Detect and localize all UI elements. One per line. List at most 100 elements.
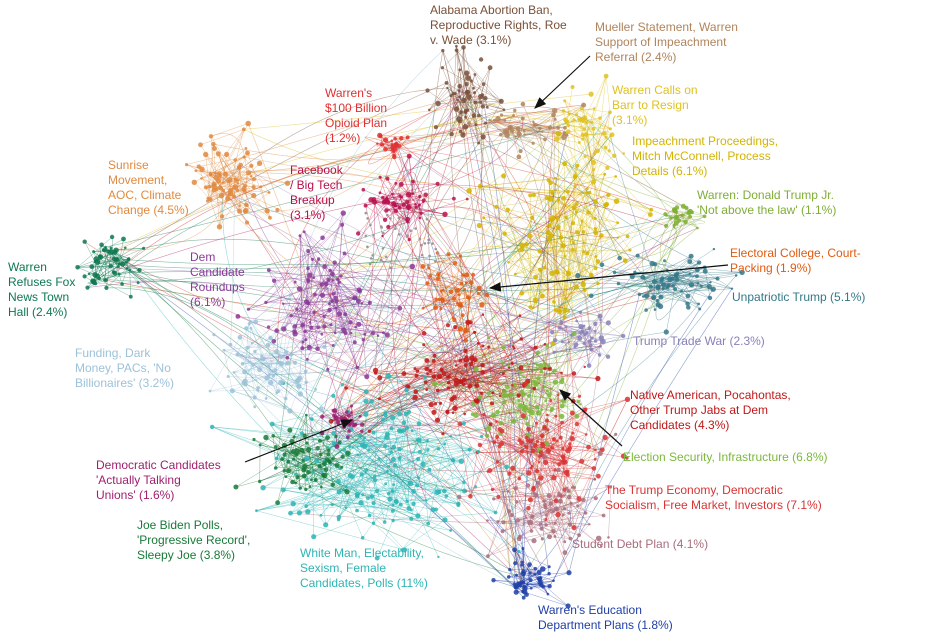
node bbox=[414, 373, 419, 378]
node bbox=[542, 424, 547, 429]
node bbox=[512, 114, 515, 117]
node bbox=[565, 189, 570, 194]
edge bbox=[278, 50, 444, 363]
node bbox=[251, 363, 255, 367]
node bbox=[124, 260, 128, 264]
node bbox=[620, 453, 627, 459]
node bbox=[574, 421, 580, 427]
node bbox=[448, 289, 454, 295]
node bbox=[499, 113, 504, 117]
node bbox=[492, 440, 497, 445]
node bbox=[574, 113, 579, 117]
node bbox=[323, 522, 329, 528]
node bbox=[542, 499, 546, 503]
arrow bbox=[244, 419, 354, 463]
edge bbox=[435, 92, 468, 128]
node bbox=[555, 224, 561, 230]
edge bbox=[532, 516, 556, 537]
node bbox=[652, 262, 658, 267]
node bbox=[356, 321, 362, 327]
node bbox=[302, 230, 306, 234]
node bbox=[409, 516, 414, 521]
edge bbox=[515, 269, 540, 275]
node bbox=[472, 357, 478, 363]
node bbox=[330, 271, 335, 277]
node bbox=[487, 345, 491, 349]
node bbox=[405, 199, 410, 204]
node bbox=[421, 306, 425, 310]
node bbox=[497, 427, 503, 432]
edge bbox=[200, 129, 244, 146]
node bbox=[465, 295, 470, 300]
node bbox=[399, 136, 404, 141]
node bbox=[649, 207, 654, 212]
node bbox=[457, 83, 463, 89]
node bbox=[507, 509, 512, 514]
edge bbox=[262, 358, 300, 387]
node bbox=[225, 196, 231, 202]
edge bbox=[93, 265, 111, 282]
node bbox=[669, 216, 673, 220]
edge bbox=[272, 400, 367, 425]
node bbox=[606, 192, 611, 197]
node bbox=[240, 353, 244, 357]
node bbox=[221, 181, 225, 184]
edge bbox=[442, 47, 464, 68]
node bbox=[587, 326, 592, 331]
node bbox=[308, 321, 312, 324]
node bbox=[199, 166, 205, 172]
edge bbox=[388, 334, 573, 378]
node bbox=[389, 461, 392, 464]
node bbox=[386, 491, 391, 496]
node bbox=[565, 603, 571, 609]
node bbox=[547, 534, 552, 540]
node bbox=[476, 292, 480, 296]
edge bbox=[459, 86, 486, 124]
node bbox=[538, 126, 542, 130]
cluster-label: Warren bbox=[8, 260, 47, 274]
node bbox=[710, 286, 716, 292]
node bbox=[369, 494, 375, 499]
edge bbox=[536, 423, 538, 472]
edge bbox=[363, 339, 368, 377]
cluster-label: Unions' (1.6%) bbox=[96, 488, 174, 502]
node bbox=[260, 485, 266, 491]
node bbox=[434, 260, 437, 263]
node bbox=[433, 305, 438, 310]
edge bbox=[306, 442, 348, 492]
node bbox=[322, 461, 327, 467]
edge bbox=[385, 139, 601, 317]
cluster-label: Mueller Statement, Warren bbox=[595, 20, 738, 34]
edge bbox=[459, 423, 493, 490]
edge bbox=[318, 258, 329, 370]
node bbox=[603, 73, 609, 79]
edge bbox=[438, 448, 479, 452]
edge bbox=[459, 47, 464, 87]
node bbox=[608, 127, 612, 131]
node bbox=[598, 335, 604, 341]
node bbox=[697, 302, 700, 306]
edge bbox=[547, 593, 569, 607]
node bbox=[495, 409, 500, 415]
edge bbox=[477, 452, 534, 488]
edge bbox=[560, 237, 619, 311]
edge bbox=[581, 220, 599, 262]
edge bbox=[205, 187, 240, 212]
node bbox=[415, 483, 419, 488]
node bbox=[457, 326, 463, 332]
edge bbox=[307, 279, 360, 292]
node bbox=[518, 370, 524, 375]
edge bbox=[385, 436, 482, 447]
node bbox=[476, 450, 481, 454]
node bbox=[535, 421, 538, 425]
node bbox=[466, 188, 472, 194]
edge bbox=[427, 169, 594, 374]
node bbox=[502, 372, 505, 375]
node bbox=[394, 142, 399, 148]
edge bbox=[584, 192, 588, 290]
edge bbox=[468, 77, 502, 102]
node bbox=[330, 482, 335, 487]
node bbox=[597, 450, 603, 456]
node bbox=[392, 483, 395, 486]
node bbox=[538, 363, 544, 369]
